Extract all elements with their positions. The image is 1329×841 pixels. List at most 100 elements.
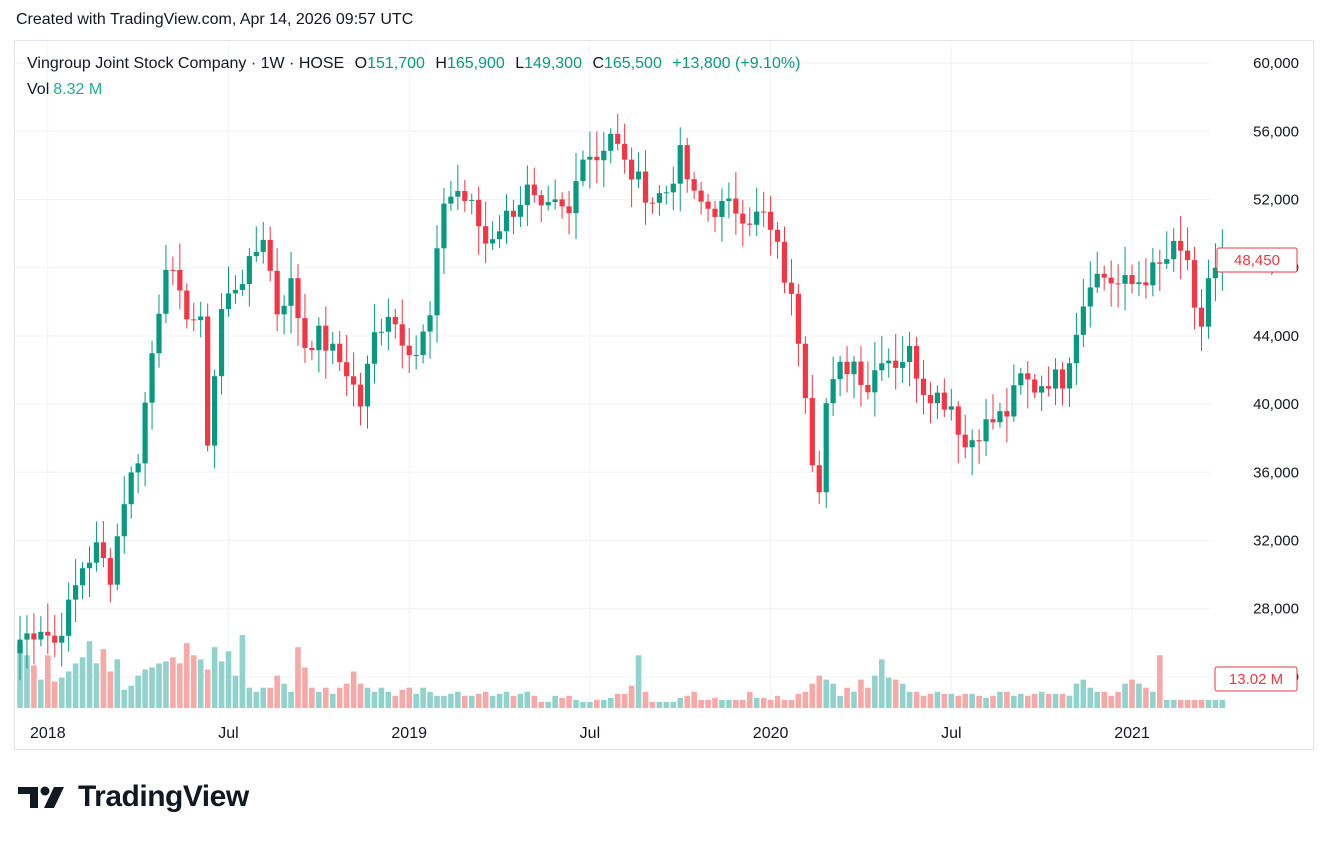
candle[interactable] (288, 251, 294, 334)
candle[interactable] (163, 244, 169, 324)
candle[interactable] (1178, 216, 1184, 280)
candle[interactable] (517, 186, 523, 228)
candle[interactable] (920, 359, 927, 415)
candle[interactable] (246, 247, 252, 307)
candle[interactable] (184, 283, 190, 329)
candle[interactable] (608, 128, 614, 164)
candle[interactable] (691, 172, 697, 200)
candle[interactable] (114, 523, 120, 591)
candle[interactable] (656, 185, 662, 216)
candle[interactable] (948, 388, 954, 421)
candle[interactable] (830, 356, 836, 416)
candle[interactable] (774, 222, 781, 259)
candle[interactable] (629, 147, 635, 208)
candle[interactable] (844, 346, 850, 393)
candle[interactable] (1004, 388, 1010, 443)
candle[interactable] (316, 317, 322, 373)
candle[interactable] (677, 127, 683, 212)
candle[interactable] (399, 299, 405, 369)
candle[interactable] (476, 186, 482, 255)
candle[interactable] (983, 399, 989, 456)
candle[interactable] (941, 378, 947, 417)
candle[interactable] (371, 304, 378, 384)
candle[interactable] (462, 180, 468, 212)
candle[interactable] (1025, 361, 1031, 409)
chart-frame[interactable]: 60,00056,00052,00048,00044,00040,00036,0… (14, 40, 1314, 750)
candle[interactable] (580, 150, 586, 187)
candle[interactable] (1129, 264, 1135, 294)
candle[interactable] (281, 295, 287, 335)
candle[interactable] (52, 614, 58, 658)
candle[interactable] (705, 193, 711, 222)
candle[interactable] (17, 615, 23, 681)
candle[interactable] (615, 113, 621, 151)
candle[interactable] (886, 348, 892, 378)
candle[interactable] (93, 521, 100, 572)
candle[interactable] (434, 225, 440, 343)
candle[interactable] (754, 187, 760, 236)
candle[interactable] (816, 450, 822, 505)
candle[interactable] (524, 165, 530, 226)
candle[interactable] (1191, 246, 1198, 330)
candle[interactable] (177, 243, 183, 310)
candle[interactable] (170, 256, 176, 286)
candle[interactable] (45, 603, 51, 654)
candle[interactable] (573, 153, 579, 240)
candle[interactable] (1164, 231, 1170, 269)
candle[interactable] (135, 453, 141, 494)
candle[interactable] (962, 414, 968, 459)
candle[interactable] (670, 166, 676, 211)
candle[interactable] (225, 266, 232, 317)
candle[interactable] (1018, 367, 1024, 395)
candle[interactable] (253, 226, 259, 262)
candle[interactable] (1094, 251, 1100, 293)
candle[interactable] (587, 131, 593, 189)
candle[interactable] (879, 335, 885, 381)
candle[interactable] (455, 164, 461, 211)
candle[interactable] (427, 301, 433, 359)
candle[interactable] (781, 226, 788, 294)
candle[interactable] (1205, 259, 1212, 339)
candle[interactable] (802, 336, 808, 415)
candle[interactable] (121, 476, 127, 554)
candle[interactable] (893, 333, 899, 390)
candle[interactable] (59, 612, 65, 667)
candle[interactable] (531, 167, 537, 203)
candle[interactable] (913, 336, 920, 403)
candle[interactable] (788, 258, 795, 316)
candle[interactable] (344, 335, 350, 397)
candle[interactable] (900, 336, 906, 383)
candle[interactable] (601, 132, 607, 188)
tradingview-logo[interactable]: TradingView (18, 780, 249, 814)
candle[interactable] (205, 303, 211, 452)
candle[interactable] (969, 429, 975, 475)
candle[interactable] (698, 181, 704, 215)
candle[interactable] (1108, 260, 1114, 307)
candle[interactable] (649, 197, 656, 214)
candle[interactable] (1101, 265, 1107, 291)
candle[interactable] (392, 308, 398, 339)
candle[interactable] (448, 181, 454, 211)
candle[interactable] (510, 199, 517, 235)
candle[interactable] (976, 429, 982, 464)
candle[interactable] (86, 546, 93, 597)
symbol-title[interactable]: Vingroup Joint Stock Company · 1W · HOSE (27, 55, 345, 72)
candle[interactable] (24, 615, 30, 669)
candle[interactable] (747, 207, 753, 236)
candle[interactable] (733, 172, 739, 235)
candle[interactable] (622, 123, 628, 174)
candle[interactable] (156, 294, 162, 368)
candle[interactable] (66, 582, 72, 652)
candle[interactable] (955, 401, 961, 464)
candle[interactable] (337, 330, 343, 372)
candle[interactable] (1212, 243, 1218, 302)
candle[interactable] (260, 222, 266, 264)
candle[interactable] (1039, 375, 1045, 412)
candle[interactable] (1143, 258, 1149, 299)
candle[interactable] (865, 361, 871, 400)
candle[interactable] (990, 394, 996, 430)
candle[interactable] (858, 346, 864, 407)
candle[interactable] (1059, 362, 1066, 406)
candle[interactable] (934, 385, 940, 419)
volume-label[interactable]: Vol (27, 81, 50, 98)
